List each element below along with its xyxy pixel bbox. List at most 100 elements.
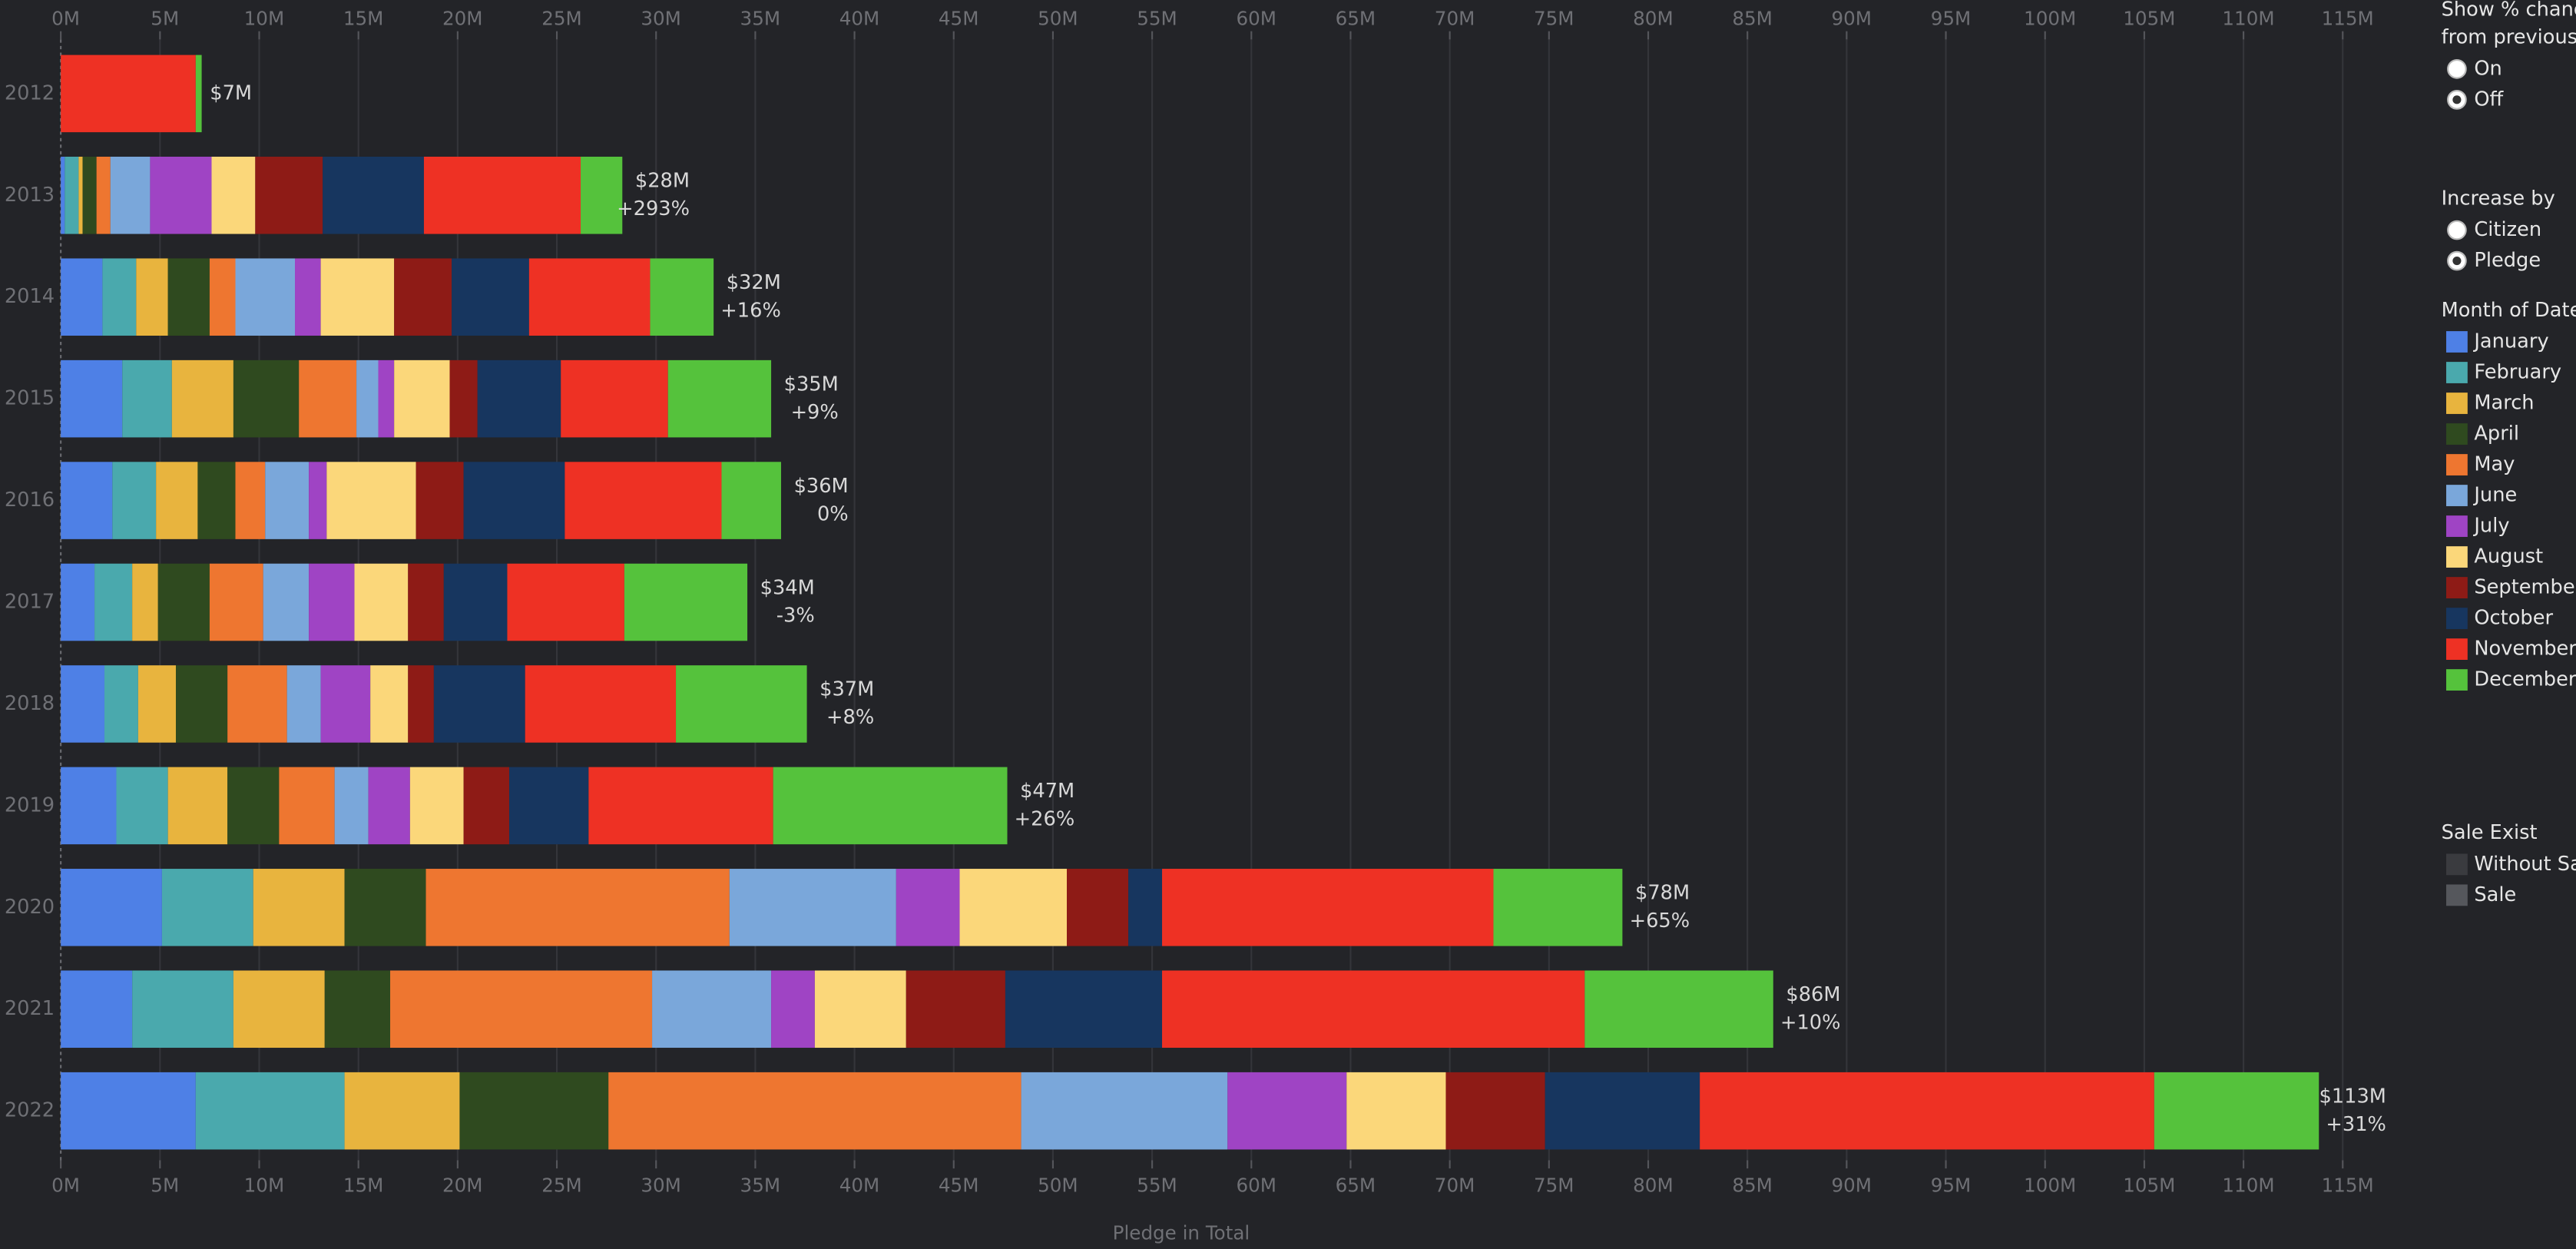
x-tick-label-bottom: 80M <box>1633 1174 1674 1197</box>
legend-swatch[interactable] <box>2446 423 2468 445</box>
bar-segment <box>624 563 748 641</box>
bar-segment <box>463 767 510 845</box>
bar-segment <box>286 665 321 743</box>
bar-segment <box>136 258 168 336</box>
legend-label[interactable]: June <box>2472 484 2517 507</box>
x-tick-label-bottom: 60M <box>1236 1174 1276 1197</box>
radio-button[interactable] <box>2447 59 2467 79</box>
legend-swatch[interactable] <box>2446 638 2468 660</box>
x-tick-label-bottom: 70M <box>1435 1174 1475 1197</box>
legend-label[interactable]: August <box>2474 545 2543 568</box>
bar-segment <box>463 462 565 539</box>
x-tick-label-top: 35M <box>740 8 781 30</box>
x-tick-label-top: 15M <box>343 8 384 30</box>
y-tick-label: 2020 <box>5 896 55 919</box>
legend-swatch[interactable] <box>2446 331 2468 353</box>
x-tick-label-top: 25M <box>541 8 582 30</box>
legend-swatch[interactable] <box>2446 884 2468 906</box>
legend-label[interactable]: January <box>2472 330 2548 353</box>
legend-label[interactable]: September <box>2474 576 2576 599</box>
change-label: +293% <box>617 197 690 220</box>
legend-label[interactable]: Sale <box>2474 883 2516 906</box>
bar-segment <box>235 258 296 336</box>
legend-swatch[interactable] <box>2446 577 2468 598</box>
legend-swatch[interactable] <box>2446 485 2468 506</box>
bar-segment <box>344 869 426 946</box>
bar-segment <box>78 156 83 234</box>
bar-segment <box>233 359 300 438</box>
legend-swatch[interactable] <box>2446 454 2468 475</box>
total-label: $47M <box>1020 780 1074 803</box>
x-tick-label-bottom: 95M <box>1931 1174 1972 1197</box>
legend-swatch[interactable] <box>2446 669 2468 691</box>
legend-label[interactable]: April <box>2474 422 2519 446</box>
x-tick-label-bottom: 65M <box>1336 1174 1376 1197</box>
radio-label[interactable]: On <box>2474 57 2502 80</box>
x-tick-label-top: 85M <box>1732 8 1773 30</box>
x-tick-label-top: 45M <box>939 8 979 30</box>
bar-segment <box>1584 970 1773 1049</box>
radio-label[interactable]: Pledge <box>2474 249 2541 272</box>
legend-label[interactable]: November <box>2474 638 2576 661</box>
x-tick-label-top: 75M <box>1534 8 1574 30</box>
bar-segment <box>161 869 253 946</box>
bar-segment <box>150 156 212 234</box>
bar-segment <box>528 258 651 336</box>
bar-segment <box>295 258 321 336</box>
x-tick-label-bottom: 10M <box>244 1174 285 1197</box>
legend-label[interactable]: December <box>2474 668 2576 691</box>
x-tick-label-top: 30M <box>641 8 681 30</box>
bar-segment <box>1128 869 1163 946</box>
bar-segment <box>652 970 772 1049</box>
legend-swatch[interactable] <box>2446 362 2468 383</box>
bar-segment <box>61 156 65 234</box>
control-title: Show % change <box>2442 0 2576 21</box>
bar-segment <box>409 767 464 845</box>
bar-segment <box>104 665 138 743</box>
bar-segment <box>61 563 95 641</box>
legend-label[interactable]: May <box>2474 453 2515 476</box>
bar-segment <box>1545 1072 1700 1150</box>
legend-swatch[interactable] <box>2446 853 2468 876</box>
legend-swatch[interactable] <box>2446 546 2468 568</box>
bar-segment <box>370 665 409 743</box>
bar-segment <box>323 156 424 234</box>
x-tick-label-bottom: 5M <box>151 1174 179 1197</box>
x-tick-label-top: 20M <box>442 8 483 30</box>
bar-segment <box>449 359 478 438</box>
bar-segment <box>197 462 236 539</box>
radio-label[interactable]: Citizen <box>2474 218 2541 241</box>
radio-button[interactable] <box>2447 220 2467 240</box>
legend-label[interactable]: Without Sal <box>2474 853 2576 876</box>
x-tick-label-bottom: 25M <box>541 1174 582 1197</box>
legend-swatch[interactable] <box>2446 608 2468 629</box>
bar-segment <box>565 462 722 539</box>
x-tick-label-bottom: 75M <box>1534 1174 1574 1197</box>
x-tick-label-top: 40M <box>839 8 880 30</box>
y-tick-label: 2012 <box>5 81 55 104</box>
bar-segment <box>433 665 525 743</box>
x-tick-label-bottom: 90M <box>1832 1174 1872 1197</box>
bar-segment <box>1005 970 1163 1049</box>
radio-label[interactable]: Off <box>2474 88 2504 111</box>
legend-label[interactable]: February <box>2474 361 2561 384</box>
legend-swatch[interactable] <box>2446 393 2468 414</box>
legend-swatch[interactable] <box>2446 515 2468 537</box>
legend-label[interactable]: July <box>2472 515 2509 538</box>
bar-segment <box>263 563 310 641</box>
bar-segment <box>167 258 210 336</box>
change-label: +10% <box>1780 1011 1841 1034</box>
x-tick-label-top: 95M <box>1931 8 1972 30</box>
legend-label[interactable]: October <box>2474 607 2553 630</box>
bar-segment <box>356 359 379 438</box>
legend-label[interactable]: March <box>2474 392 2534 415</box>
bar-segment <box>132 563 158 641</box>
x-tick-label-top: 50M <box>1038 8 1078 30</box>
bar-segment <box>773 767 1008 845</box>
bar-segment <box>368 767 410 845</box>
legend-title: Sale Exist <box>2442 821 2538 844</box>
x-tick-label-top: 5M <box>151 8 179 30</box>
bar-segment <box>561 359 668 438</box>
bar-segment <box>408 563 444 641</box>
bar-segment <box>320 665 371 743</box>
